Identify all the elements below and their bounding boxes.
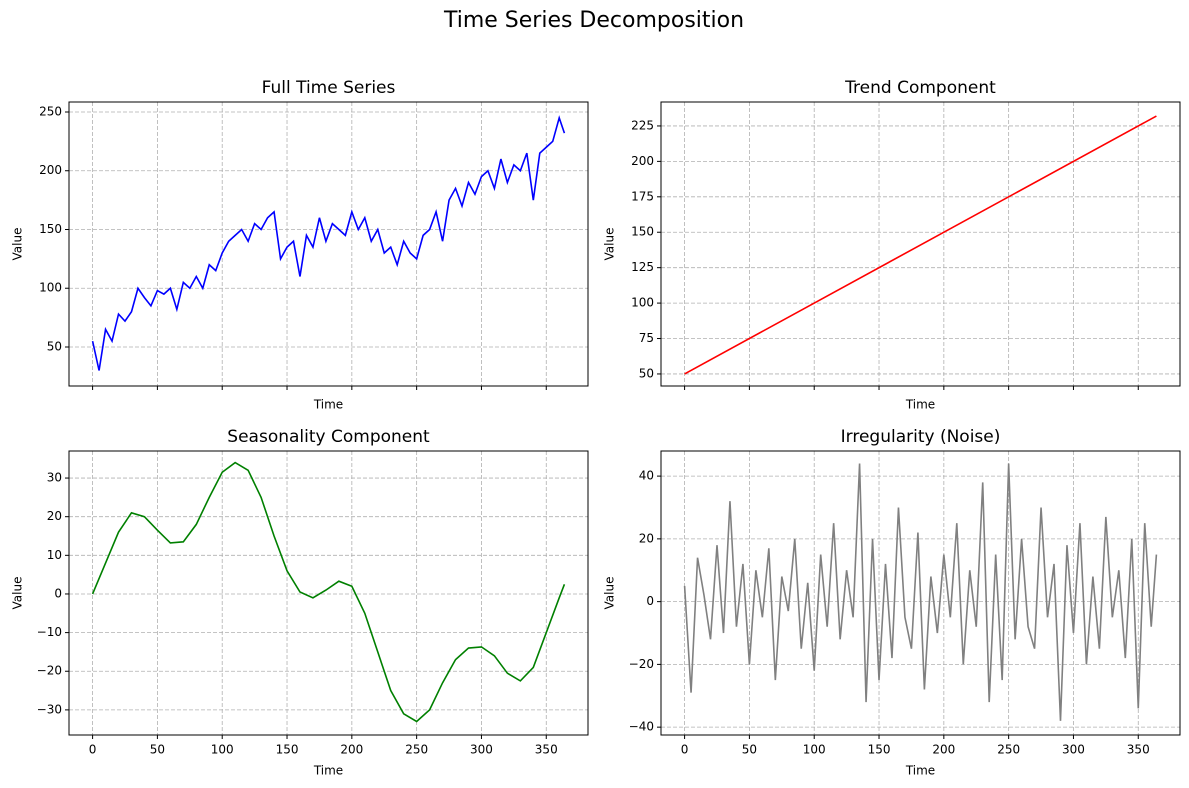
axes-frame [68, 450, 589, 736]
y-tick-label: −20 [629, 657, 654, 671]
y-tick-label: −40 [629, 720, 654, 734]
axes-frame [660, 450, 1181, 736]
axes-frame [68, 101, 589, 387]
x-tick-label: 0 [89, 743, 97, 757]
y-tick-label: 0 [646, 594, 654, 608]
y-tick-label: 10 [47, 548, 62, 562]
y-tick-label: 75 [639, 331, 654, 345]
y-tick-label: −10 [37, 625, 62, 639]
y-tick-label: 225 [631, 118, 654, 132]
y-tick-label: 125 [631, 260, 654, 274]
x-tick-label: 100 [211, 743, 234, 757]
subplot-title: Irregularity (Noise) [841, 427, 1001, 447]
x-tick-label: 200 [932, 743, 955, 757]
y-tick-label: −20 [37, 664, 62, 678]
x-tick-label: 100 [803, 743, 826, 757]
y-tick-label: 20 [639, 531, 654, 545]
figure-title: Time Series Decomposition [443, 8, 744, 33]
x-tick-label: 300 [470, 743, 493, 757]
series-line [684, 115, 1157, 375]
x-tick-label: 300 [1062, 743, 1085, 757]
x-tick-label: 0 [681, 743, 689, 757]
y-tick-label: 150 [39, 222, 62, 236]
x-tick-label: 200 [340, 743, 363, 757]
subplot-title: Seasonality Component [227, 427, 430, 447]
y-tick-label: 100 [631, 296, 654, 310]
y-tick-label: 250 [39, 104, 62, 118]
x-tick-label: 150 [276, 743, 299, 757]
x-tick-label: 250 [405, 743, 428, 757]
y-tick-label: 40 [639, 469, 654, 483]
y-tick-label: 20 [47, 509, 62, 523]
y-tick-label: 100 [39, 281, 62, 295]
x-tick-label: 250 [997, 743, 1020, 757]
x-axis-label: Time [313, 764, 343, 778]
y-tick-label: 50 [639, 366, 654, 380]
y-axis-label: Value [11, 577, 25, 610]
y-tick-label: −30 [37, 702, 62, 716]
x-axis-label: Time [905, 398, 935, 412]
series-line [91, 115, 566, 371]
x-axis-label: Time [905, 764, 935, 778]
y-tick-label: 0 [54, 586, 62, 600]
x-tick-label: 50 [742, 743, 757, 757]
x-tick-label: 150 [868, 743, 891, 757]
x-tick-label: 50 [150, 743, 165, 757]
y-tick-label: 175 [631, 189, 654, 203]
subplot-title: Trend Component [844, 78, 996, 98]
y-axis-label: Value [603, 577, 617, 610]
y-tick-label: 50 [47, 339, 62, 353]
x-tick-label: 350 [1127, 743, 1150, 757]
x-tick-label: 350 [535, 743, 558, 757]
y-axis-label: Value [11, 228, 25, 261]
y-tick-label: 30 [47, 471, 62, 485]
subplot-title: Full Time Series [262, 78, 396, 98]
y-tick-label: 200 [39, 163, 62, 177]
axes-frame [660, 101, 1181, 387]
series-line [683, 463, 1158, 721]
y-axis-label: Value [603, 228, 617, 261]
series-line [91, 461, 566, 723]
y-tick-label: 200 [631, 154, 654, 168]
y-tick-label: 150 [631, 225, 654, 239]
x-axis-label: Time [313, 398, 343, 412]
